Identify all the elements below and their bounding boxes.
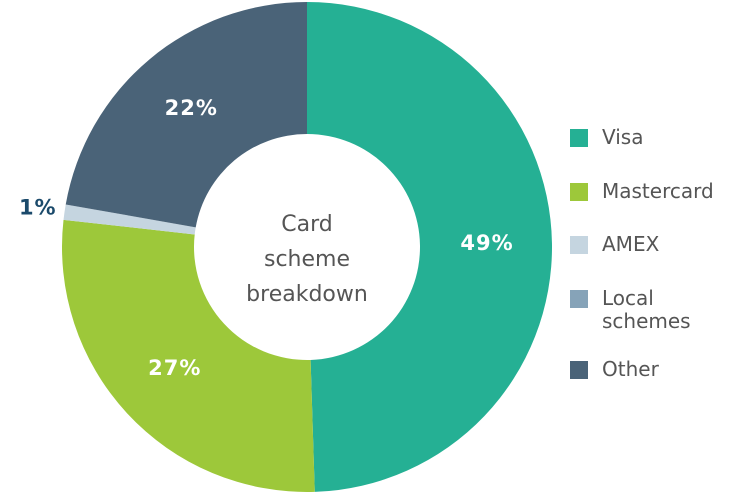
value-label: 1%: [19, 195, 57, 219]
legend-swatch: [570, 290, 588, 308]
slice: [307, 2, 552, 492]
legend-label: AMEX: [602, 232, 660, 256]
slice: [65, 2, 307, 228]
legend-swatch: [570, 129, 588, 147]
legend-label: Visa: [602, 125, 643, 149]
chart-title: Card scheme breakdown: [246, 212, 368, 307]
value-label: 49%: [460, 231, 513, 255]
legend-swatch: [570, 361, 588, 379]
legend-swatch: [570, 236, 588, 254]
legend-label: Mastercard: [602, 179, 714, 203]
slice: [62, 219, 315, 492]
slice: [63, 204, 196, 235]
value-label: 22%: [165, 96, 218, 120]
legend-label: Local schemes: [602, 286, 691, 333]
value-label: 27%: [148, 356, 201, 380]
legend-label: Other: [602, 357, 660, 381]
legend-swatch: [570, 183, 588, 201]
